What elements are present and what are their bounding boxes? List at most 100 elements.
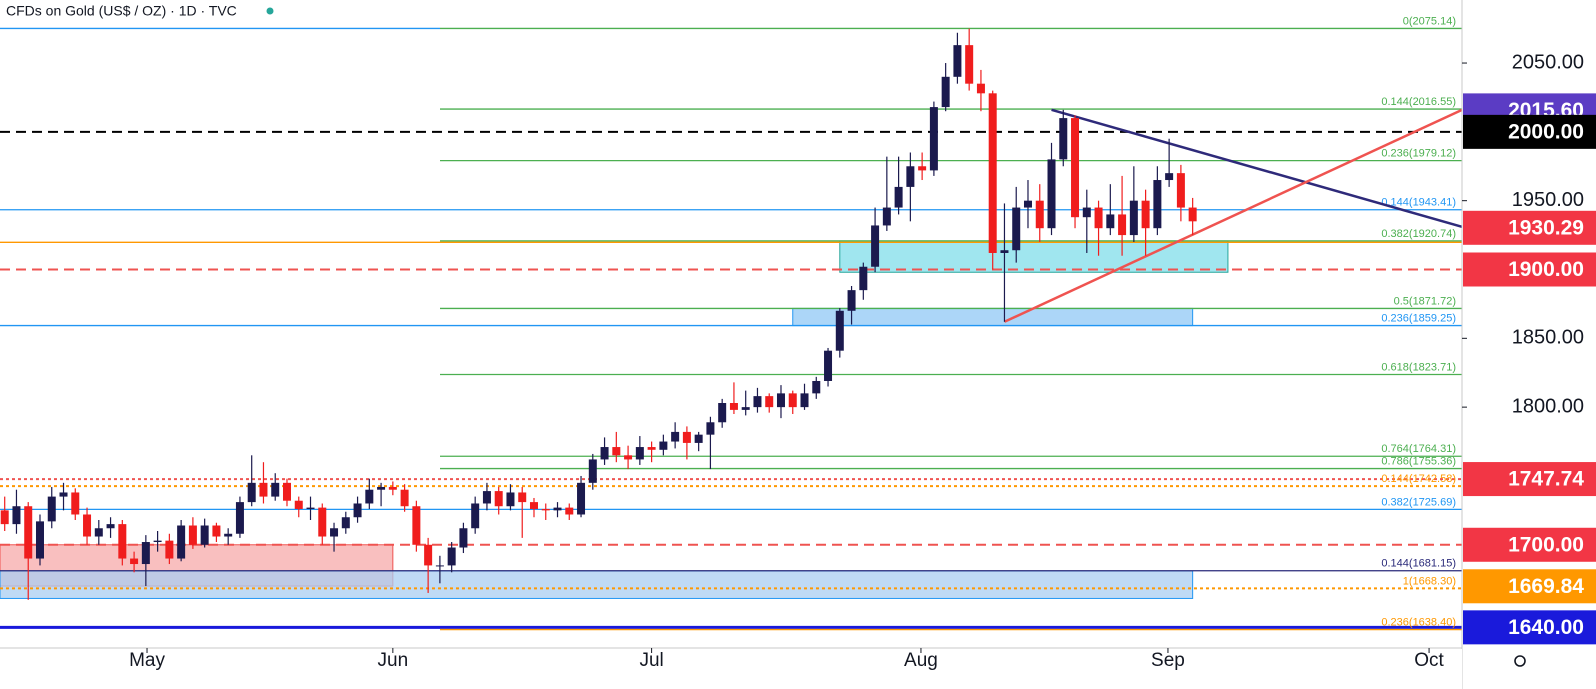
candle-body — [541, 508, 550, 511]
candle-body — [671, 431, 680, 442]
y-tick-label: 1850.00 — [1512, 327, 1584, 349]
level-label: 0.144(2016.55) — [1381, 96, 1456, 108]
candle-body — [577, 482, 586, 515]
price-tag — [1463, 527, 1596, 562]
level-label: 0.382(1920.74) — [1381, 228, 1456, 240]
candle-body — [165, 540, 174, 559]
status-dot — [266, 7, 274, 15]
candle-body — [341, 517, 350, 529]
candle-body — [294, 500, 303, 509]
price-tag — [1463, 569, 1596, 604]
candle-body — [306, 507, 315, 509]
candle-body — [188, 525, 197, 545]
candle-body — [424, 544, 433, 566]
candle-body — [1071, 118, 1080, 218]
candle-body — [635, 447, 644, 460]
level-label: 1(1668.30) — [1403, 575, 1456, 587]
candle-body — [71, 492, 80, 515]
candle-body — [706, 422, 715, 435]
candle-body — [929, 107, 938, 171]
candle-body — [894, 186, 903, 208]
candle-body — [177, 525, 186, 559]
candle-body — [24, 506, 33, 559]
candle-body — [1059, 118, 1068, 160]
candle-body — [141, 542, 150, 565]
candle-body — [788, 393, 797, 408]
candle-body — [153, 540, 162, 543]
candle-body — [518, 492, 527, 503]
trendline — [1051, 108, 1463, 229]
level-label: 0.764(1764.31) — [1381, 443, 1456, 455]
candle-body — [1035, 200, 1044, 229]
candle-body — [918, 166, 927, 171]
candle-body — [47, 496, 56, 522]
candle-body — [1176, 173, 1185, 208]
candle-body — [1141, 200, 1150, 229]
candle-body — [1094, 207, 1103, 229]
candle-body — [1106, 214, 1115, 229]
candle-body — [729, 403, 738, 410]
candle-body — [588, 459, 597, 483]
price-tag — [1463, 462, 1596, 497]
candle-body — [694, 434, 703, 443]
candle-body — [412, 506, 421, 545]
level-label: 0.382(1725.69) — [1381, 496, 1456, 508]
settings-icon[interactable] — [1514, 655, 1526, 667]
candle-body — [1118, 214, 1127, 236]
candle-body — [718, 403, 727, 423]
candle-body — [847, 290, 856, 311]
candle-body — [988, 93, 997, 253]
candle-body — [1082, 207, 1091, 218]
candle-body — [1153, 180, 1162, 229]
candle-body — [835, 310, 844, 351]
price-tag-label: 1900.00 — [1508, 258, 1584, 281]
candle-body — [235, 502, 244, 534]
plot-area: 0(2075.14) 0.144(2016.55) 0.236(1979.12) 0.… — [0, 15, 1463, 631]
x-tick-label: Sep — [1151, 650, 1185, 671]
candle-body — [529, 502, 538, 509]
price-tag-label: 1747.74 — [1508, 468, 1584, 491]
settings-icon[interactable] — [1514, 655, 1526, 667]
candle-body — [330, 528, 339, 537]
y-tick-label: 1800.00 — [1512, 395, 1584, 417]
candle-body — [1129, 200, 1138, 236]
price-tag — [1463, 114, 1596, 149]
x-tick-label: May — [129, 650, 165, 671]
candle-body — [318, 507, 327, 537]
candle-body — [882, 207, 891, 226]
candle-body — [741, 407, 750, 410]
candle-body — [388, 486, 397, 490]
candle-body — [765, 396, 774, 408]
candle-body — [353, 503, 362, 518]
candle-body — [259, 482, 268, 497]
level-label: 0.144(1742.58) — [1381, 473, 1456, 485]
price-tag-label: 1700.00 — [1508, 533, 1584, 556]
candle-body — [1165, 173, 1174, 181]
candle-body — [624, 455, 633, 460]
candle-body — [682, 431, 691, 443]
candle-body — [647, 447, 656, 450]
candle-body — [482, 491, 491, 504]
level-label: 0.144(1681.15) — [1381, 558, 1456, 570]
level-label: 0.144(1943.41) — [1381, 197, 1456, 209]
candle-body — [35, 521, 44, 559]
price-tag — [1463, 252, 1596, 287]
candle-body — [565, 507, 574, 515]
candle-body — [247, 482, 256, 503]
candle-body — [282, 482, 291, 501]
candle-body — [400, 489, 409, 507]
candle-body — [941, 76, 950, 108]
candle-body — [776, 393, 785, 408]
candle-body — [612, 447, 621, 456]
candle-body — [435, 565, 444, 567]
candle-body — [377, 486, 386, 490]
price-tag-label: 1930.29 — [1508, 216, 1584, 239]
price-tag — [1463, 610, 1596, 645]
candle-body — [83, 514, 92, 537]
candle-body — [753, 396, 762, 408]
level-label: 0.236(1979.12) — [1381, 148, 1456, 160]
x-tick-label: Oct — [1414, 650, 1444, 671]
candle-body — [553, 507, 562, 511]
level-label: 0.236(1859.25) — [1381, 312, 1456, 324]
